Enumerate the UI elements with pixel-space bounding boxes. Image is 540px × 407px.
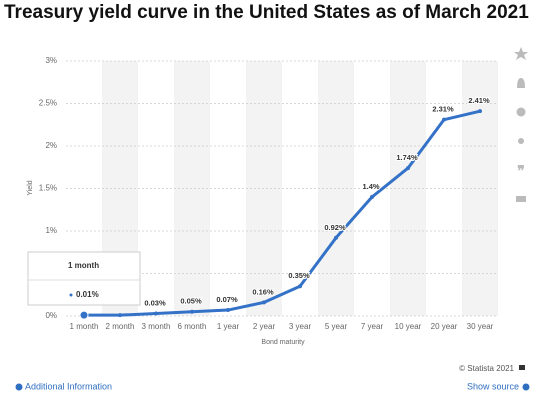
tooltip-dot	[69, 293, 73, 297]
x-tick-label: 2 month	[106, 322, 135, 331]
x-tick-label: 10 year	[395, 322, 422, 331]
data-point	[406, 166, 410, 171]
x-tick-label: 20 year	[431, 322, 458, 331]
y-tick-label: 1.5%	[39, 184, 57, 193]
share-icon[interactable]	[518, 138, 524, 144]
value-label: 2.41%	[468, 96, 490, 105]
info-icon[interactable]	[15, 383, 23, 391]
value-label: 0.05%	[180, 297, 202, 306]
x-tick-label: 5 year	[325, 322, 348, 331]
data-point	[190, 309, 194, 314]
data-line	[84, 109, 481, 317]
cite-icon[interactable]: ❞	[517, 163, 525, 179]
y-axis-title: Yield	[27, 180, 34, 195]
y-tick-label: 3%	[45, 56, 57, 65]
flag-icon[interactable]	[519, 365, 525, 370]
data-point	[478, 109, 482, 114]
x-tick-label: 6 month	[178, 322, 207, 331]
x-tick-label: 2 year	[253, 322, 276, 331]
value-label: 0.92%	[324, 223, 346, 232]
x-tick-label: 1 year	[217, 322, 240, 331]
data-point	[226, 308, 230, 313]
y-tick-label: 2%	[45, 141, 57, 150]
y-tick-label: 2.5%	[39, 99, 57, 108]
data-point	[370, 195, 374, 199]
sidebar-icons[interactable]: ❞	[514, 47, 528, 202]
favorite-icon[interactable]	[514, 47, 528, 60]
show-source-link[interactable]: Show source	[467, 381, 519, 391]
value-label: 2.31%	[432, 105, 454, 114]
settings-icon[interactable]	[516, 107, 526, 117]
value-label: 1.4%	[362, 182, 379, 191]
data-point	[154, 311, 158, 316]
tooltip-category: 1 month	[68, 261, 99, 270]
x-tick-label: 30 year	[467, 322, 494, 331]
value-label: 0.35%	[288, 271, 310, 280]
data-point	[262, 300, 266, 305]
x-tick-label: 3 month	[142, 322, 171, 331]
value-label: 1.74%	[396, 153, 418, 162]
tooltip-box	[27, 251, 141, 306]
value-label: 0.07%	[216, 295, 238, 304]
x-tick-label: 7 year	[361, 322, 384, 331]
copyright: © Statista 2021	[459, 364, 514, 373]
data-point	[79, 310, 89, 320]
value-label: 0.03%	[144, 298, 166, 307]
tooltip: 1 month 0.01%	[27, 251, 141, 306]
x-tick-label: 3 year	[289, 322, 312, 331]
x-axis-title: Bond maturity	[261, 339, 305, 346]
value-label: 0.16%	[252, 287, 274, 296]
data-point	[442, 117, 446, 122]
data-point	[118, 313, 122, 318]
data-point	[334, 235, 338, 240]
additional-info-link[interactable]: Additional Information	[25, 381, 112, 391]
data-point	[298, 284, 302, 289]
y-tick-label: 1%	[45, 226, 57, 235]
x-tick-label: 1 month	[70, 322, 99, 331]
source-icon[interactable]	[522, 383, 530, 391]
print-icon[interactable]	[516, 196, 526, 202]
y-tick-label: 0%	[45, 311, 57, 320]
notify-icon[interactable]	[517, 78, 525, 88]
tooltip-value: 0.01%	[76, 290, 99, 299]
chart-title: Treasury yield curve in the United State…	[4, 2, 529, 23]
